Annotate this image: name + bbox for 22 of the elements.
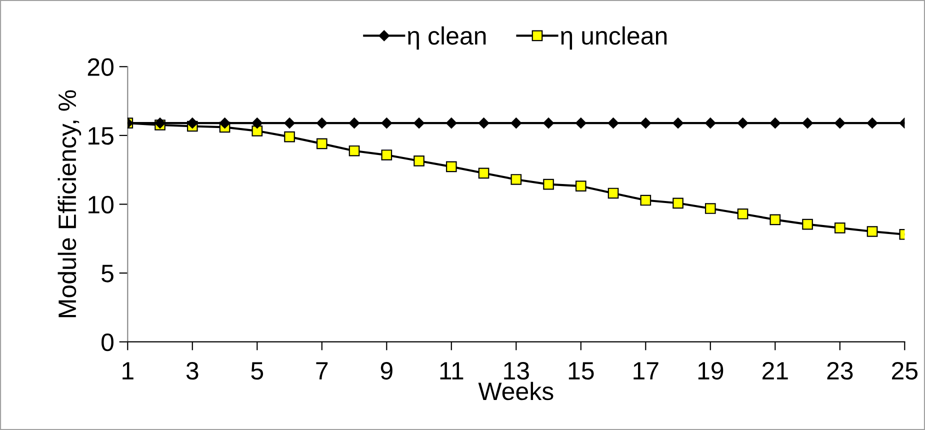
x-tick-label: 19: [698, 362, 724, 380]
y-axis-title: Module Efficiency, %: [58, 90, 82, 318]
y-tick-label: 5: [102, 264, 114, 282]
y-tick-label: 0: [102, 333, 114, 352]
x-axis-title: Weeks: [478, 382, 554, 400]
x-tick-label: 21: [762, 362, 788, 380]
x-tick-label: 17: [634, 362, 658, 380]
x-tick-label: 11: [440, 362, 464, 380]
legend-label: η clean: [408, 26, 486, 50]
x-tick-label: 5: [251, 362, 264, 380]
legend-label: η unclean: [561, 26, 667, 50]
x-tick-label: 3: [186, 362, 198, 380]
x-tick-label: 15: [568, 362, 594, 380]
x-tick-label: 13: [504, 362, 529, 380]
y-tick-label: 20: [88, 58, 114, 76]
x-tick-label: 1: [122, 362, 134, 380]
x-tick-label: 9: [380, 362, 392, 380]
x-tick-label: 23: [827, 362, 853, 380]
x-tick-label: 25: [892, 362, 918, 380]
x-tick-label: 7: [316, 362, 328, 380]
y-tick-label: 15: [88, 127, 114, 145]
y-tick-label: 10: [88, 196, 114, 214]
